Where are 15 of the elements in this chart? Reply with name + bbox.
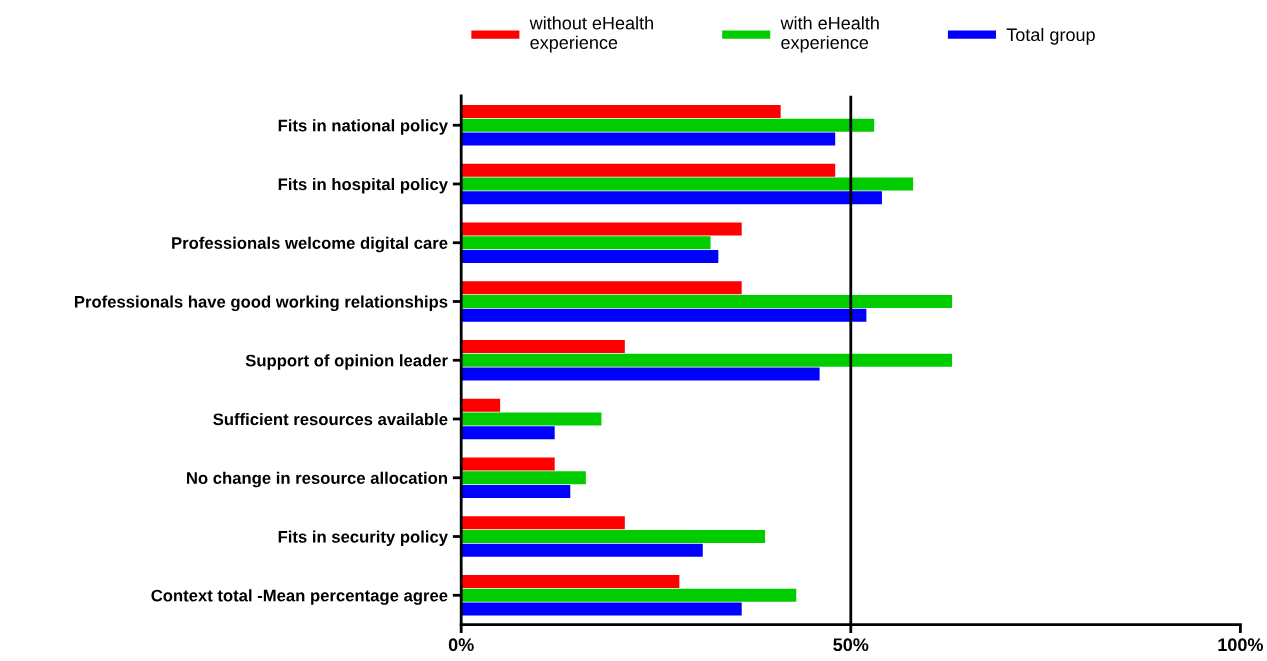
- y-tick-label: Fits in security policy: [278, 530, 448, 547]
- legend-label: Total group: [1006, 27, 1095, 45]
- x-tick-label: 100%: [1218, 638, 1264, 652]
- legend-label: with eHealth experience: [780, 16, 879, 53]
- y-tick-label: Fits in hospital policy: [278, 177, 448, 194]
- legend-label: without eHealth experience: [529, 16, 653, 53]
- y-tick-label: Professionals welcome digital care: [172, 236, 448, 253]
- y-tick-label: Support of opinion leader: [245, 354, 448, 370]
- y-tick-label: Sufficient resources available: [213, 412, 448, 426]
- x-tick-label: 50%: [833, 638, 869, 652]
- y-tick-label: No change in resource allocation: [187, 471, 447, 488]
- y-tick-label: Context total -Mean percentage agree: [151, 589, 448, 605]
- x-tick-label: 0%: [448, 638, 474, 652]
- y-tick-label: Fits in national policy: [278, 119, 448, 135]
- y-tick-label: Professionals have good working relationships: [74, 295, 448, 312]
